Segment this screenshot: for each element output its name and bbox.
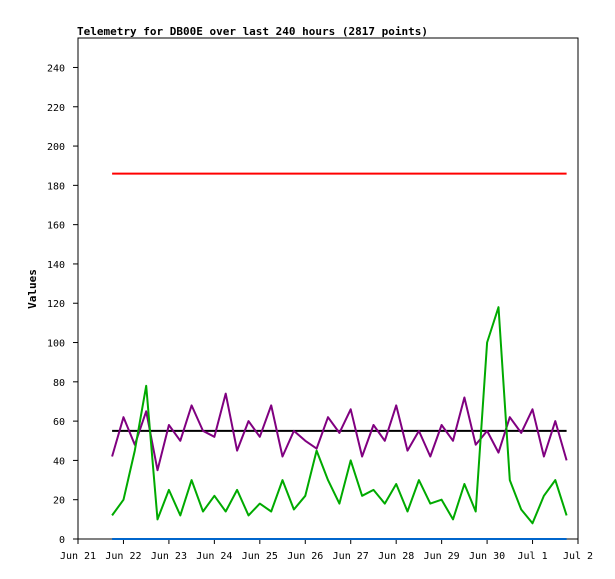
series-line-3 (111, 392, 568, 472)
x-tick-label: Jun 25 (242, 551, 278, 562)
x-tick-label: Jun 27 (333, 551, 369, 562)
y-tick-label: 100 (47, 339, 65, 350)
y-tick-label: 40 (53, 456, 65, 467)
y-tick-label: 180 (47, 181, 65, 192)
x-tick-label: Jul 1 (517, 551, 547, 562)
y-tick-label: 160 (47, 221, 65, 232)
x-tick-label: Jun 26 (287, 551, 323, 562)
y-tick-label: 120 (47, 299, 65, 310)
x-tick-label: Jun 22 (105, 551, 141, 562)
x-tick-label: Jun 21 (60, 551, 96, 562)
x-tick-label: Jun 28 (378, 551, 414, 562)
y-axis-ticks: 0 20 40 60 80 100 120 140 160 180 200 220 240 (47, 63, 78, 546)
y-tick-label: 200 (47, 142, 65, 153)
x-tick-label: Jul 2 (563, 551, 593, 562)
series-line-4 (111, 306, 568, 525)
x-tick-label: Jun 23 (151, 551, 187, 562)
y-tick-label: 240 (47, 63, 65, 74)
y-tick-label: 80 (53, 378, 65, 389)
x-tick-label: Jun 30 (469, 551, 505, 562)
y-tick-label: 0 (59, 535, 65, 546)
y-tick-label: 140 (47, 260, 65, 271)
y-tick-label: 60 (53, 417, 65, 428)
x-tick-label: Jun 29 (424, 551, 460, 562)
y-axis-label: Values (26, 269, 39, 309)
y-tick-label: 220 (47, 103, 65, 114)
x-tick-label: Jun 24 (196, 551, 232, 562)
series-layer (111, 172, 568, 540)
y-tick-label: 20 (53, 496, 65, 507)
x-axis-ticks: Jun 21 Jun 22 Jun 23 Jun 24 Jun 25 Jun 26 Jun … (60, 539, 593, 562)
chart-title: Telemetry for DB00E over last 240 hours … (77, 25, 428, 38)
